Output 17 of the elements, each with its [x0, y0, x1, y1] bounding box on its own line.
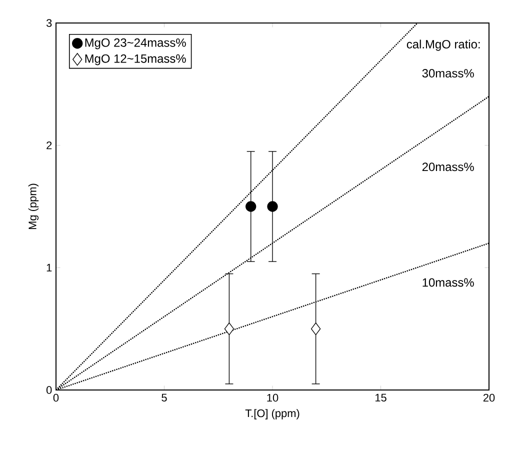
- x-tick-label: 10: [267, 394, 278, 402]
- y-tick-label: 0: [46, 386, 52, 394]
- y-tick-label: 2: [46, 142, 52, 150]
- x-tick-label: 15: [375, 394, 386, 402]
- legend-label: MgO 23~24mass%: [85, 38, 186, 50]
- annotation: 20mass%: [422, 162, 474, 172]
- legend-label: MgO 12~15mass%: [85, 54, 186, 66]
- x-tick-label: 20: [483, 394, 495, 402]
- annotation: cal.MgO ratio:: [406, 40, 480, 51]
- x-tick-label: 0: [53, 394, 59, 402]
- annotation: 30mass%: [422, 69, 474, 78]
- y-tick-label: 3: [46, 19, 52, 27]
- x-axis-title: T.[O] (ppm): [245, 409, 300, 420]
- y-axis-title: Mg (ppm): [28, 184, 39, 230]
- x-tick-label: 5: [162, 394, 167, 402]
- annotation: 10mass%: [422, 278, 474, 287]
- y-tick-label: 1: [46, 264, 52, 272]
